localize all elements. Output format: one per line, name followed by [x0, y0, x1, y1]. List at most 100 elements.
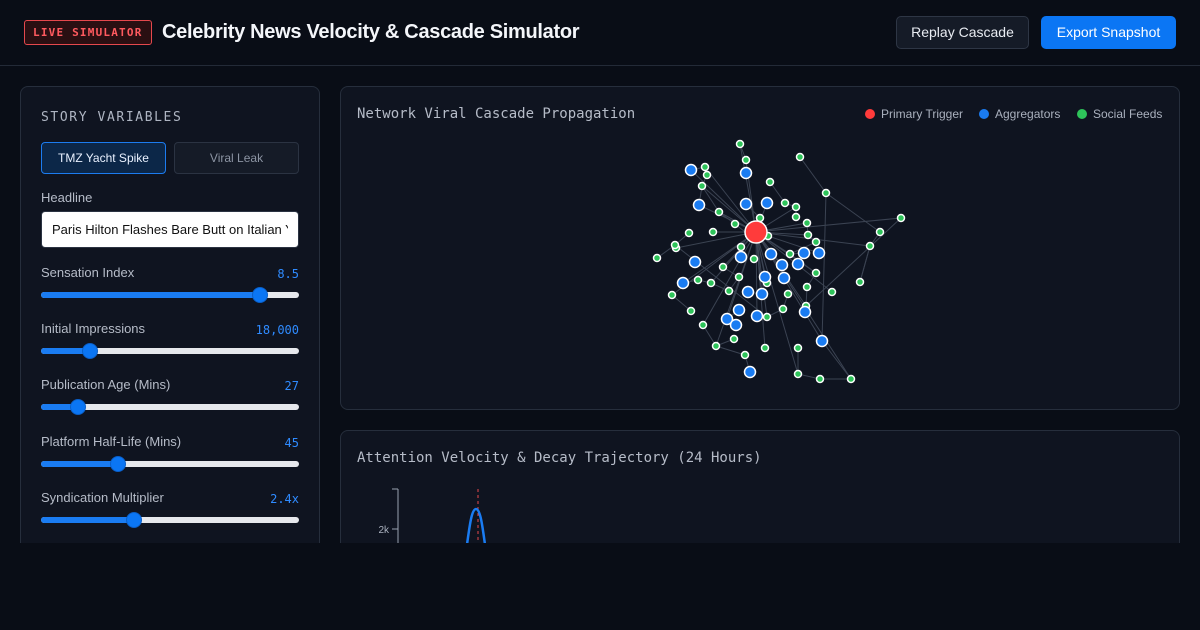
social-feed-node[interactable]: [729, 334, 739, 344]
aggregator-node[interactable]: [688, 255, 702, 269]
social-feed-node[interactable]: [795, 152, 805, 162]
social-feed-node[interactable]: [749, 254, 759, 264]
aggregator-node[interactable]: [739, 166, 753, 180]
social-feed-node[interactable]: [778, 304, 788, 314]
social-feed-node[interactable]: [686, 306, 696, 316]
social-feed-node[interactable]: [730, 219, 740, 229]
slider-track[interactable]: [41, 404, 299, 410]
social-feed-node[interactable]: [740, 350, 750, 360]
aggregator-node[interactable]: [758, 270, 772, 284]
social-feed-node[interactable]: [667, 290, 677, 300]
social-feed-node[interactable]: [780, 198, 790, 208]
social-feed-node[interactable]: [811, 268, 821, 278]
network-edge: [755, 231, 758, 317]
export-snapshot-button[interactable]: Export Snapshot: [1041, 16, 1176, 49]
slider-value: 2.4x: [270, 492, 299, 506]
social-feed-node[interactable]: [811, 237, 821, 247]
network-edge: [799, 156, 827, 194]
social-feed-node[interactable]: [708, 227, 718, 237]
social-feed-node[interactable]: [693, 275, 703, 285]
social-feed-node[interactable]: [741, 155, 751, 165]
social-feed-node[interactable]: [896, 213, 906, 223]
preset-viral-leak[interactable]: Viral Leak: [174, 142, 299, 174]
social-feed-node[interactable]: [815, 374, 825, 384]
social-feed-node[interactable]: [700, 162, 710, 172]
social-feed-node[interactable]: [846, 374, 856, 384]
aggregator-node[interactable]: [815, 334, 829, 348]
network-edge: [682, 231, 757, 284]
social-feed-node[interactable]: [802, 218, 812, 228]
network-panel-title: Network Viral Cascade Propagation: [357, 106, 636, 122]
primary-trigger-node[interactable]: [744, 220, 768, 244]
aggregator-node[interactable]: [676, 276, 690, 290]
network-graph[interactable]: [341, 87, 1179, 409]
social-feed-node[interactable]: [698, 320, 708, 330]
social-feed-node[interactable]: [706, 278, 716, 288]
slider-thumb[interactable]: [252, 287, 269, 303]
social-feed-node[interactable]: [684, 228, 694, 238]
aggregator-node[interactable]: [720, 312, 734, 326]
social-feed-node[interactable]: [791, 212, 801, 222]
aggregator-node[interactable]: [743, 365, 757, 379]
slider-track[interactable]: [41, 292, 299, 298]
social-feed-node[interactable]: [711, 341, 721, 351]
social-feed-node[interactable]: [821, 188, 831, 198]
aggregator-node[interactable]: [812, 246, 826, 260]
social-feed-node[interactable]: [827, 287, 837, 297]
social-feed-node[interactable]: [724, 286, 734, 296]
network-edge: [821, 192, 827, 342]
replay-cascade-button[interactable]: Replay Cascade: [896, 16, 1029, 49]
social-feed-node[interactable]: [783, 289, 793, 299]
slider-thumb[interactable]: [82, 343, 99, 359]
social-feed-node[interactable]: [760, 343, 770, 353]
social-feed-node[interactable]: [855, 277, 865, 287]
aggregator-node[interactable]: [775, 258, 789, 272]
aggregator-node[interactable]: [741, 285, 755, 299]
social-feed-node[interactable]: [765, 177, 775, 187]
headline-input[interactable]: [41, 211, 299, 248]
social-feed-node[interactable]: [803, 230, 813, 240]
slider-track[interactable]: [41, 461, 299, 467]
social-feed-node[interactable]: [793, 369, 803, 379]
aggregator-node[interactable]: [684, 163, 698, 177]
aggregator-node[interactable]: [692, 198, 706, 212]
aggregator-node[interactable]: [750, 309, 764, 323]
aggregator-node[interactable]: [764, 247, 778, 261]
slider-track[interactable]: [41, 348, 299, 354]
aggregator-node[interactable]: [797, 246, 811, 260]
aggregator-node[interactable]: [777, 271, 791, 285]
aggregator-node[interactable]: [791, 257, 805, 271]
aggregator-node[interactable]: [729, 318, 743, 332]
social-feed-node[interactable]: [875, 227, 885, 237]
social-feed-node[interactable]: [865, 241, 875, 251]
aggregator-node[interactable]: [739, 197, 753, 211]
social-feed-node[interactable]: [714, 207, 724, 217]
social-feed-node[interactable]: [762, 312, 772, 322]
preset-tmz-yacht-spike[interactable]: TMZ Yacht Spike: [41, 142, 166, 174]
social-feed-node[interactable]: [718, 262, 728, 272]
slider-publication-age: Publication Age (Mins) 27: [41, 377, 299, 427]
slider-thumb[interactable]: [125, 512, 142, 528]
aggregator-node[interactable]: [732, 303, 746, 317]
slider-thumb[interactable]: [70, 399, 87, 415]
social-feed-node[interactable]: [791, 202, 801, 212]
social-feed-node[interactable]: [802, 282, 812, 292]
slider-thumb[interactable]: [110, 456, 127, 472]
social-feed-node[interactable]: [670, 240, 680, 250]
social-feed-node[interactable]: [735, 139, 745, 149]
social-feed-node[interactable]: [702, 170, 712, 180]
social-feed-node[interactable]: [785, 249, 795, 259]
social-feed-node[interactable]: [734, 272, 744, 282]
story-variables-panel: STORY VARIABLES TMZ Yacht Spike Viral Le…: [20, 86, 320, 556]
aggregator-node[interactable]: [798, 305, 812, 319]
social-feed-node[interactable]: [652, 253, 662, 263]
network-edge: [701, 185, 720, 213]
aggregator-node[interactable]: [760, 196, 774, 210]
aggregator-node[interactable]: [755, 287, 769, 301]
social-feed-node[interactable]: [736, 242, 746, 252]
network-edge: [821, 340, 852, 380]
social-feed-node[interactable]: [697, 181, 707, 191]
aggregator-node[interactable]: [734, 250, 748, 264]
slider-track[interactable]: [41, 517, 299, 523]
social-feed-node[interactable]: [793, 343, 803, 353]
